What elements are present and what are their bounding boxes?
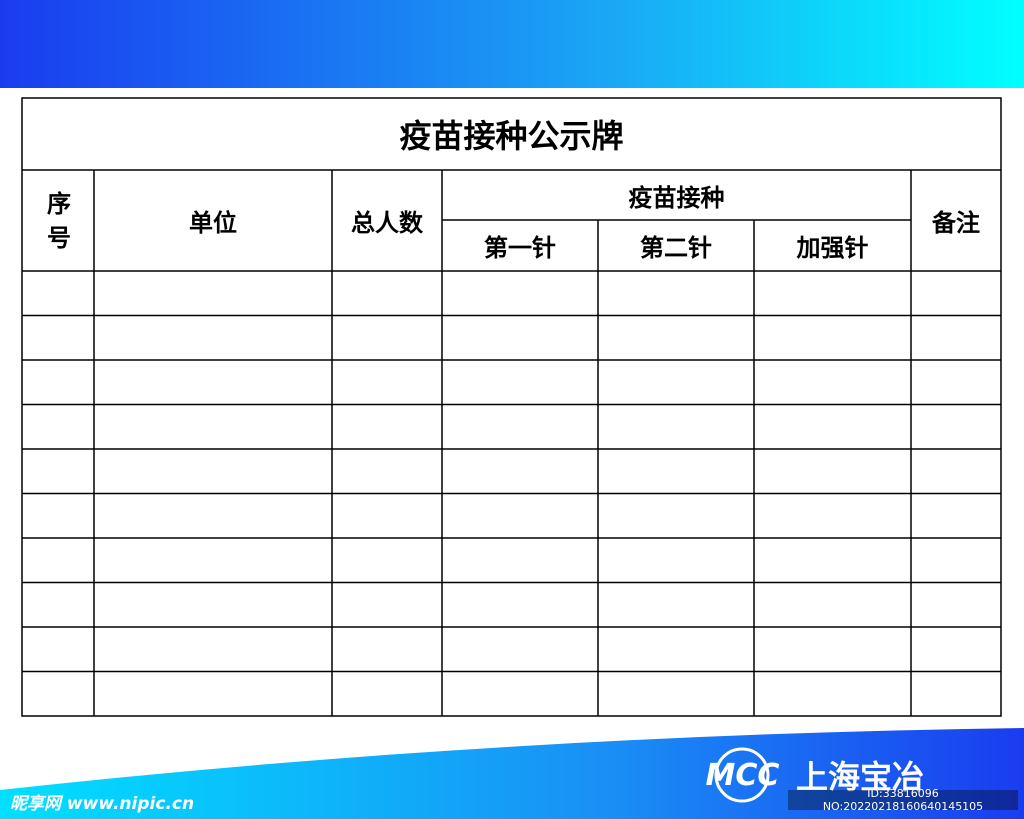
col-vaccination: 疫苗接种 xyxy=(628,183,725,212)
col-dose1: 第一针 xyxy=(484,234,556,262)
logo-globe xyxy=(714,747,770,803)
col-booster: 加强针 xyxy=(796,234,869,262)
image-id: ID:33816096 NO:20220218160640145105 xyxy=(788,787,1018,813)
bottom-wave xyxy=(0,728,1024,819)
table-grid xyxy=(21,97,1002,717)
title: 疫苗接种公示牌 xyxy=(399,117,624,155)
col-remarks: 备注 xyxy=(932,209,980,237)
company: 上海宝冶 xyxy=(795,758,924,796)
col-total: 总人数 xyxy=(351,209,423,237)
logo-text: MCC xyxy=(705,757,780,793)
watermark: 昵享网 www.nipic.cn xyxy=(10,793,195,814)
col-dose2: 第二针 xyxy=(640,234,712,262)
col-index: 序号 xyxy=(47,189,71,252)
top-band xyxy=(0,0,1024,88)
col-unit: 单位 xyxy=(189,209,237,237)
